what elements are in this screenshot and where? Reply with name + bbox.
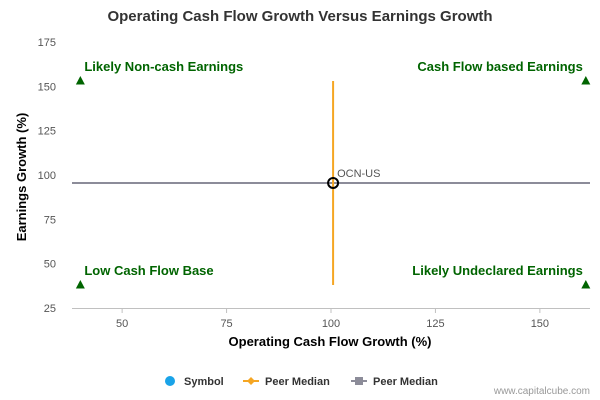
symbol-label: OCN-US [337, 168, 380, 180]
plot-area: 25 50 75 100 125 150 175 50 75 100 125 150 Likely … [38, 37, 591, 330]
x-tick-label: 100 [322, 318, 340, 330]
chart-title: Operating Cash Flow Growth Versus Earnin… [107, 8, 492, 25]
y-tick-label: 25 [44, 303, 56, 315]
plot-background [72, 42, 590, 308]
y-tick-label: 150 [38, 81, 56, 93]
x-tick-label: 50 [116, 318, 128, 330]
y-tick-label: 100 [38, 170, 56, 182]
symbol-point[interactable] [327, 176, 340, 189]
quadrant-label: Low Cash Flow Base [84, 263, 213, 278]
quadrant-marker [75, 76, 85, 85]
x-tick-label: 125 [426, 318, 444, 330]
quadrant-label: Likely Undeclared Earnings [412, 263, 583, 278]
legend-label[interactable]: Peer Median [373, 376, 438, 388]
legend-diamond-icon [247, 377, 255, 385]
legend-square-icon [355, 377, 363, 385]
x-axis-title: Operating Cash Flow Growth (%) [229, 334, 432, 349]
y-tick-label: 75 [44, 214, 56, 226]
legend-symbol-icon [165, 376, 175, 386]
legend-label[interactable]: Symbol [184, 376, 224, 388]
x-tick-label: 150 [531, 318, 549, 330]
quadrant-labels: Likely Non-cash Earnings Cash Flow based … [75, 59, 591, 289]
y-tick-labels: 25 50 75 100 125 150 175 [38, 37, 56, 315]
quadrant-label: Cash Flow based Earnings [417, 59, 582, 74]
credit-text: www.capitalcube.com [493, 386, 590, 397]
y-axis-title: Earnings Growth (%) [14, 113, 29, 242]
quadrant-marker [75, 279, 85, 289]
y-tick-label: 50 [44, 259, 56, 271]
y-tick-label: 125 [38, 126, 56, 138]
quadrant-marker [581, 76, 591, 85]
x-tick-labels: 50 75 100 125 150 [116, 308, 549, 330]
quadrant-marker [581, 279, 591, 289]
legend-label[interactable]: Peer Median [265, 376, 330, 388]
legend: Symbol Peer Median Peer Median [165, 376, 438, 388]
quadrant-label: Likely Non-cash Earnings [84, 59, 243, 74]
y-tick-label: 175 [38, 37, 56, 49]
x-tick-label: 75 [220, 318, 232, 330]
